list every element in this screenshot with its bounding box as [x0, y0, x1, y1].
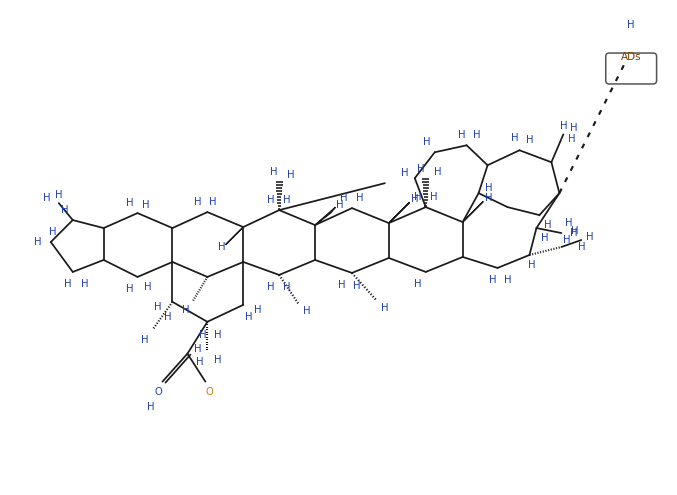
Text: H: H	[267, 195, 275, 205]
Text: H: H	[196, 357, 203, 367]
Text: H: H	[164, 312, 171, 322]
Text: H: H	[541, 233, 548, 243]
Text: H: H	[270, 167, 278, 177]
Text: H: H	[81, 279, 89, 289]
Polygon shape	[225, 227, 243, 245]
Text: H: H	[423, 137, 431, 148]
Text: H: H	[473, 130, 481, 140]
Text: H: H	[255, 305, 262, 315]
Text: H: H	[144, 282, 151, 292]
Text: O: O	[206, 387, 213, 396]
Text: H: H	[569, 228, 577, 238]
Text: H: H	[430, 192, 437, 202]
Text: H: H	[303, 306, 311, 316]
Text: H: H	[485, 183, 492, 193]
Text: H: H	[213, 355, 221, 365]
Text: H: H	[434, 167, 441, 177]
Text: H: H	[527, 260, 536, 270]
Text: H: H	[458, 130, 465, 140]
Text: H: H	[381, 303, 389, 313]
Text: H: H	[569, 123, 577, 133]
Text: H: H	[287, 170, 295, 180]
Text: H: H	[577, 242, 585, 252]
FancyBboxPatch shape	[606, 53, 657, 84]
Text: H: H	[61, 205, 68, 215]
Text: H: H	[526, 135, 533, 146]
Text: H: H	[284, 282, 291, 292]
Text: H: H	[49, 227, 57, 237]
Text: O: O	[154, 387, 162, 396]
Text: H: H	[244, 312, 252, 322]
Text: H: H	[213, 330, 221, 340]
Text: H: H	[563, 235, 570, 245]
Text: H: H	[147, 401, 154, 411]
Text: H: H	[510, 133, 519, 144]
Text: H: H	[485, 193, 492, 203]
Text: H: H	[284, 195, 291, 205]
Text: H: H	[181, 305, 189, 315]
Text: ADs: ADs	[621, 51, 642, 61]
Polygon shape	[462, 201, 483, 222]
Text: H: H	[417, 164, 424, 174]
Text: H: H	[34, 237, 41, 247]
Polygon shape	[315, 207, 335, 225]
Text: H: H	[126, 198, 133, 208]
Text: H: H	[489, 275, 496, 285]
Text: H: H	[411, 194, 418, 204]
Text: H: H	[154, 302, 161, 312]
Text: H: H	[194, 344, 201, 354]
Text: H: H	[217, 242, 225, 252]
Polygon shape	[389, 202, 410, 223]
Text: H: H	[64, 279, 72, 289]
Text: H: H	[338, 280, 346, 290]
Text: H: H	[544, 220, 551, 230]
Text: H: H	[401, 168, 408, 178]
Text: H: H	[267, 282, 275, 292]
Text: H: H	[209, 197, 216, 207]
Text: H: H	[336, 200, 344, 210]
Text: H: H	[353, 281, 361, 291]
Text: H: H	[141, 200, 150, 210]
Text: H: H	[628, 20, 635, 30]
Text: H: H	[194, 197, 201, 207]
Text: H: H	[198, 330, 206, 340]
Text: H: H	[55, 190, 62, 200]
Text: H: H	[356, 193, 364, 203]
Text: H: H	[560, 121, 567, 131]
Text: H: H	[571, 226, 578, 236]
Text: H: H	[141, 335, 148, 345]
Text: H: H	[414, 279, 422, 289]
Text: H: H	[126, 284, 133, 294]
Text: H: H	[414, 192, 422, 202]
Text: H: H	[586, 232, 593, 242]
Text: H: H	[565, 218, 572, 228]
Text: H: H	[567, 134, 575, 145]
Text: H: H	[341, 193, 348, 203]
Text: H: H	[43, 193, 51, 203]
Text: H: H	[504, 275, 511, 285]
